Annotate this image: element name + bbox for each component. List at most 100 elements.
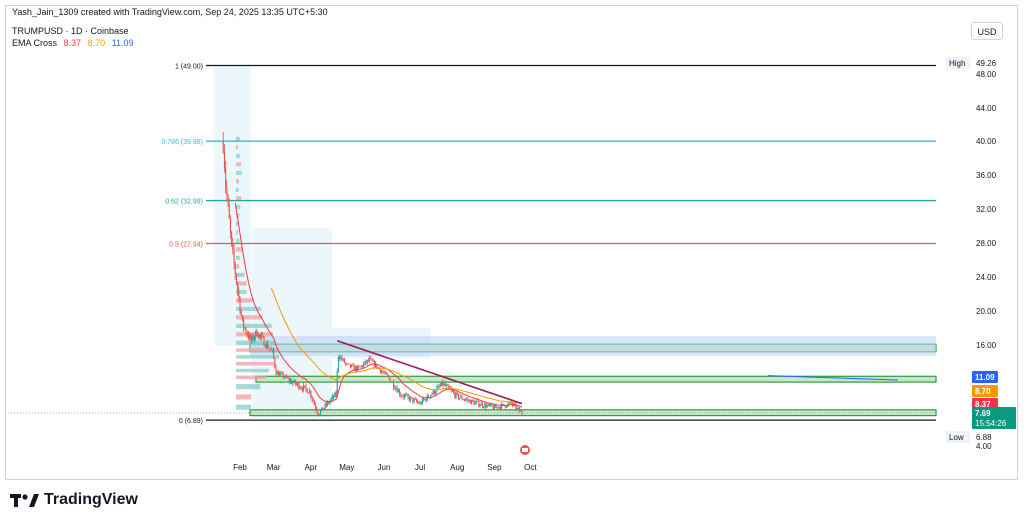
volume-profile-bar [236, 145, 238, 149]
candle [402, 395, 403, 397]
candle-body [423, 399, 424, 400]
volume-profile-bar [236, 222, 238, 226]
candle [440, 383, 441, 388]
volume-profile-bar [236, 273, 244, 277]
candle-body [382, 371, 383, 372]
candle-body [302, 388, 303, 390]
candle-body [499, 407, 500, 408]
candle-body [384, 372, 385, 373]
candle-body [303, 386, 304, 391]
candle-body [345, 363, 346, 364]
candle-body [402, 396, 403, 397]
volume-profile-bar [236, 362, 275, 365]
candle-body [469, 400, 470, 401]
candle-body [439, 386, 440, 387]
candle-body [262, 336, 263, 337]
candle-body [486, 404, 487, 407]
candle-body [246, 328, 247, 333]
candle-body [394, 388, 395, 389]
y-axis-tick-label: 4.00 [976, 442, 992, 451]
candle-body [438, 386, 439, 388]
candle-body [260, 334, 261, 336]
candle-body [322, 408, 323, 410]
candle-body [476, 401, 477, 402]
candle [421, 401, 422, 405]
candle-body [247, 333, 248, 335]
candle-body [228, 196, 229, 204]
candle [468, 397, 469, 403]
candle [356, 366, 357, 373]
candle [460, 394, 461, 398]
candle-body [406, 395, 407, 396]
candle-body [288, 378, 289, 379]
candle-body [448, 385, 449, 387]
candle [435, 390, 436, 395]
x-axis-tick-label: Sep [487, 463, 502, 472]
candle-body [283, 373, 284, 377]
candle-body [422, 399, 423, 404]
candle-body [415, 399, 416, 400]
candle-body [284, 377, 285, 378]
candle-body [339, 357, 340, 359]
candle-body [501, 404, 502, 409]
candle [307, 388, 308, 393]
candle-body [285, 376, 286, 378]
volume-profile-bar [236, 369, 269, 372]
candle-body [464, 400, 465, 401]
candle-body [240, 298, 241, 312]
candle-body [403, 396, 404, 397]
candle [351, 364, 352, 367]
candle-body [493, 406, 494, 409]
candle-body [366, 361, 367, 363]
candle-body [261, 336, 262, 337]
candle [418, 401, 419, 404]
candle [470, 399, 471, 404]
x-axis-tick-label: Jul [415, 463, 425, 472]
candle-body [440, 386, 441, 387]
candle-body [334, 393, 335, 397]
support-zone [256, 376, 936, 382]
y-axis-tick-label: 16.00 [976, 341, 997, 350]
candle [496, 405, 497, 409]
x-axis-tick-label: Mar [267, 463, 281, 472]
candle [349, 364, 350, 365]
candle [493, 404, 494, 410]
candle [385, 371, 386, 375]
candle-body [224, 151, 225, 168]
candle-body [320, 411, 321, 414]
candle-body [354, 365, 355, 370]
candle-body [518, 408, 519, 409]
candle-body [349, 364, 350, 365]
tradingview-logo[interactable]: TradingView [10, 489, 138, 511]
candle-body [472, 400, 473, 401]
x-axis-tick-label: May [339, 463, 354, 472]
x-axis-tick-label: Aug [450, 463, 464, 472]
candle-body [480, 405, 481, 406]
candle-body [346, 363, 347, 364]
candle-body [229, 204, 230, 219]
candle [422, 398, 423, 405]
candle-body [352, 365, 353, 366]
candle-body [235, 263, 236, 274]
candle [466, 397, 467, 402]
candle-body [249, 335, 250, 338]
candle-body [362, 366, 363, 367]
candle-body [399, 390, 400, 395]
candle [406, 393, 407, 396]
candle-body [408, 395, 409, 397]
candle [350, 364, 351, 369]
candle-body [253, 335, 254, 339]
candle-body [297, 383, 298, 384]
candle [518, 407, 519, 409]
candle-body [380, 369, 381, 372]
low-value: 6.88 [976, 433, 992, 442]
candle-body [313, 399, 314, 401]
candle-body [271, 349, 272, 350]
y-axis-tick-label: 32.00 [976, 205, 997, 214]
candle-body [241, 311, 242, 315]
volume-profile-bar [236, 239, 239, 243]
volume-profile-bar [236, 171, 242, 175]
candle [364, 361, 365, 365]
candle-body [265, 346, 266, 347]
